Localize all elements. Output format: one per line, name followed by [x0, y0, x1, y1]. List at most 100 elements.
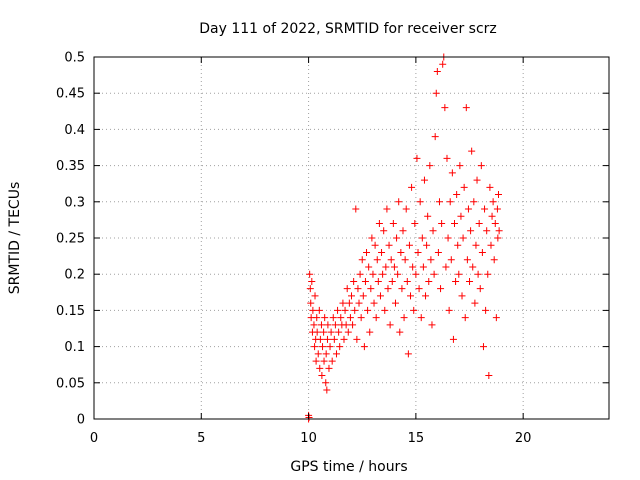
data-point — [489, 198, 497, 206]
data-point — [324, 321, 332, 329]
data-point — [422, 292, 430, 300]
y-tick-label: 0.4 — [64, 123, 85, 138]
data-point — [428, 321, 436, 329]
data-point — [387, 256, 395, 264]
data-point — [477, 162, 485, 170]
data-point — [409, 263, 417, 271]
data-point — [461, 314, 469, 322]
x-tick-label: 10 — [300, 431, 317, 446]
data-point — [423, 241, 431, 249]
data-point — [319, 343, 327, 351]
data-point — [407, 292, 415, 300]
data-point — [446, 198, 454, 206]
x-tick-label: 0 — [90, 431, 98, 446]
data-point — [396, 328, 404, 336]
axis-ticks: 0 0.05 0.1 0.15 0.2 0.25 0.3 0.35 0.4 0.45 0.5 0 5 10… — [56, 51, 609, 446]
data-point — [430, 270, 438, 278]
data-point — [374, 277, 382, 285]
data-point — [463, 256, 471, 264]
data-point — [453, 191, 461, 199]
data-point — [306, 270, 314, 278]
data-point — [486, 183, 494, 191]
plot-frame — [93, 56, 610, 420]
data-point — [327, 328, 335, 336]
data-point — [457, 212, 465, 220]
data-point — [330, 335, 338, 343]
data-point — [448, 169, 456, 177]
data-point — [433, 67, 441, 75]
data-point — [468, 147, 476, 155]
data-point — [470, 198, 478, 206]
data-point — [311, 343, 319, 351]
data-point — [481, 205, 489, 213]
data-point — [311, 292, 319, 300]
data-point — [323, 386, 331, 394]
data-point — [442, 263, 450, 271]
data-point — [329, 314, 337, 322]
data-point — [356, 270, 364, 278]
data-point — [380, 227, 388, 235]
data-point — [343, 285, 351, 293]
data-point — [370, 299, 378, 307]
data-point — [393, 234, 401, 242]
data-point — [367, 285, 375, 293]
data-point — [414, 248, 422, 256]
data-point — [438, 220, 446, 228]
data-point — [466, 277, 474, 285]
data-point — [495, 227, 503, 235]
data-point — [437, 285, 445, 293]
data-point — [447, 256, 455, 264]
y-tick-label: 0.05 — [56, 376, 85, 391]
data-point — [315, 306, 323, 314]
data-point — [429, 227, 437, 235]
data-point — [469, 263, 477, 271]
data-point — [444, 234, 452, 242]
data-point — [316, 364, 324, 372]
data-point — [405, 241, 413, 249]
data-point — [359, 292, 367, 300]
data-point — [345, 299, 353, 307]
data-point — [432, 89, 440, 97]
data-point — [383, 205, 391, 213]
data-point — [378, 248, 386, 256]
data-point — [474, 270, 482, 278]
data-point — [478, 248, 486, 256]
data-point — [314, 350, 322, 358]
data-point — [420, 176, 428, 184]
data-point — [490, 256, 498, 264]
data-point — [411, 220, 419, 228]
data-point — [412, 270, 420, 278]
data-point — [493, 205, 501, 213]
data-point — [316, 335, 324, 343]
data-point — [332, 350, 340, 358]
data-point — [416, 198, 424, 206]
y-tick-label: 0.45 — [56, 87, 85, 102]
data-point — [353, 335, 361, 343]
data-point — [458, 292, 466, 300]
data-point — [472, 241, 480, 249]
data-point — [491, 220, 499, 228]
data-point — [336, 343, 344, 351]
data-point — [318, 372, 326, 380]
data-point — [479, 343, 487, 351]
data-point — [483, 227, 491, 235]
y-tick-label: 0.1 — [64, 340, 85, 355]
data-point — [351, 306, 359, 314]
data-point — [471, 299, 479, 307]
data-point — [402, 205, 410, 213]
data-point — [352, 205, 360, 213]
y-tick-label: 0.3 — [64, 195, 85, 210]
data-point — [390, 263, 398, 271]
data-point — [335, 328, 343, 336]
data-point — [399, 227, 407, 235]
y-axis-title: SRMTID / TECUs — [7, 182, 23, 295]
data-point — [358, 256, 366, 264]
data-point — [415, 285, 423, 293]
data-point — [373, 256, 381, 264]
data-point — [439, 60, 447, 68]
data-point — [425, 277, 433, 285]
y-tick-label: 0 — [77, 413, 85, 428]
x-tick-label: 20 — [515, 431, 532, 446]
data-point — [323, 335, 331, 343]
